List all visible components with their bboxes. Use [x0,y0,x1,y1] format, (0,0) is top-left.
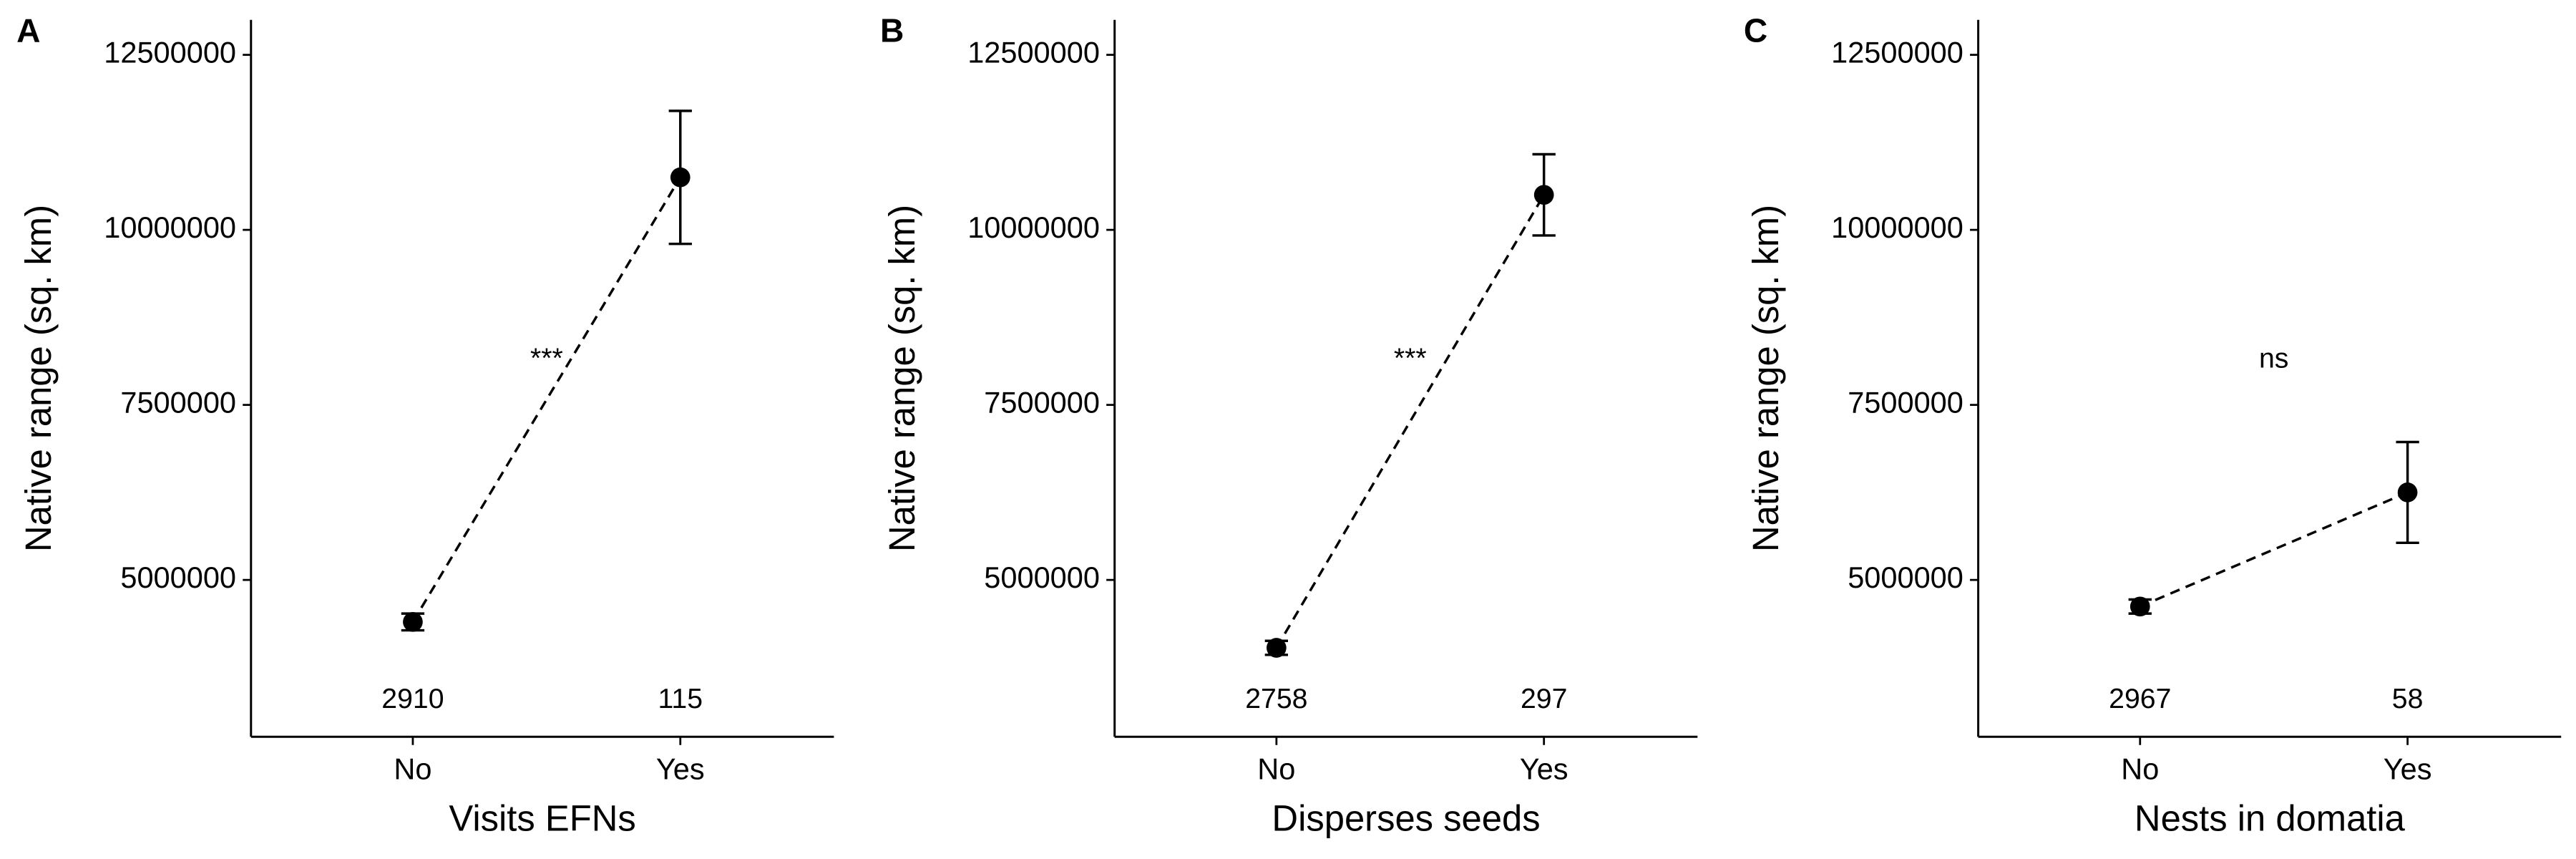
trend-line [411,176,682,623]
x-tick-label: Yes [656,752,705,786]
y-tick-label: 10000000 [104,210,236,244]
point [670,167,691,188]
point [2129,596,2150,617]
count-label: 115 [658,683,703,714]
point [1267,638,1287,658]
x-tick-label: No [1257,752,1295,786]
trend-line [2140,491,2409,608]
y-tick-label: 12500000 [1831,36,1963,69]
x-tick-label: Yes [1520,752,1568,786]
count-label: 2910 [381,683,444,714]
significance-label: *** [530,342,563,374]
x-axis-label: Visits EFNs [449,797,635,838]
y-tick-label: 7500000 [120,386,236,419]
y-tick-label: 10000000 [967,210,1100,244]
y-tick-label: 10000000 [1831,210,1963,244]
point [2397,482,2418,503]
panel-label: C [1744,11,1767,49]
y-tick-label: 12500000 [967,36,1100,69]
x-axis-label: Nests in domatia [2135,797,2406,838]
y-tick-label: 7500000 [1848,386,1963,419]
panel-label: B [880,11,904,49]
x-axis-label: Disperses seeds [1272,797,1540,838]
y-tick-label: 5000000 [1848,560,1963,594]
y-tick-label: 12500000 [104,36,236,69]
point [1533,185,1554,205]
significance-label: *** [1394,342,1427,374]
x-tick-label: No [2121,752,2159,786]
trend-line [1275,194,1546,649]
point [403,611,423,632]
x-tick-label: Yes [2384,752,2432,786]
panel-label: A [16,11,40,49]
count-label: 297 [1521,683,1567,714]
count-label: 58 [2392,683,2424,714]
y-tick-label: 5000000 [984,560,1100,594]
y-tick-label: 7500000 [984,386,1100,419]
x-tick-label: No [394,752,431,786]
y-tick-label: 5000000 [120,560,236,594]
y-axis-label: Native range (sq. km) [18,205,59,552]
significance-label: ns [2259,342,2288,374]
y-axis-label: Native range (sq. km) [882,205,922,552]
count-label: 2967 [2109,683,2171,714]
y-axis-label: Native range (sq. km) [1745,205,1786,552]
count-label: 2758 [1245,683,1307,714]
